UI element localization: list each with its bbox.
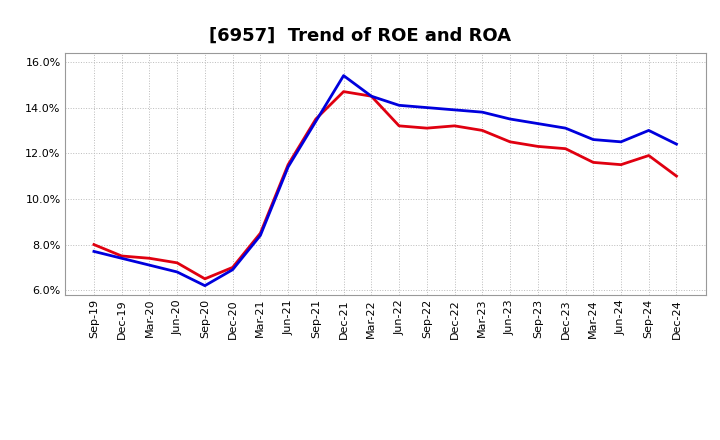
ROA (89, 249, 98, 254)
ROE (228, 265, 237, 270)
ROA (145, 263, 154, 268)
ROA (173, 269, 181, 275)
ROA (312, 119, 320, 124)
ROA (256, 233, 265, 238)
ROA (284, 164, 292, 169)
ROE (505, 139, 514, 144)
ROE (395, 123, 403, 128)
ROE (173, 260, 181, 265)
ROE (450, 123, 459, 128)
ROE (478, 128, 487, 133)
ROA (672, 142, 681, 147)
ROA (450, 107, 459, 113)
ROE (672, 173, 681, 179)
ROA (534, 121, 542, 126)
ROE (201, 276, 210, 282)
ROE (339, 89, 348, 94)
ROA (201, 283, 210, 288)
ROA (589, 137, 598, 142)
ROE (589, 160, 598, 165)
ROA (117, 256, 126, 261)
ROA (339, 73, 348, 78)
ROE (145, 256, 154, 261)
Line: ROA: ROA (94, 76, 677, 286)
ROE (312, 116, 320, 121)
ROA (367, 94, 376, 99)
Text: [6957]  Trend of ROE and ROA: [6957] Trend of ROE and ROA (209, 26, 511, 44)
ROA (478, 110, 487, 115)
ROE (644, 153, 653, 158)
ROE (89, 242, 98, 247)
ROA (423, 105, 431, 110)
ROA (505, 116, 514, 121)
ROA (644, 128, 653, 133)
ROE (284, 162, 292, 167)
ROA (395, 103, 403, 108)
ROE (534, 144, 542, 149)
ROA (561, 125, 570, 131)
ROA (228, 267, 237, 272)
ROE (423, 125, 431, 131)
ROE (256, 231, 265, 236)
ROE (117, 253, 126, 259)
ROE (367, 94, 376, 99)
Line: ROE: ROE (94, 92, 677, 279)
ROA (616, 139, 625, 144)
ROE (561, 146, 570, 151)
ROE (616, 162, 625, 167)
